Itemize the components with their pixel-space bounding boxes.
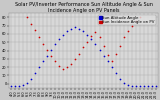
Point: [46, 49, 49, 50]
Point: [86, 34, 89, 36]
Point: [90, 36, 93, 37]
Point: [98, 36, 101, 38]
Point: [46, 55, 49, 56]
Point: [50, 49, 53, 50]
Point: [94, 43, 97, 45]
Point: [134, 86, 137, 87]
Point: [110, 66, 113, 68]
Point: [30, 78, 33, 80]
Point: [86, 42, 89, 43]
Point: [34, 72, 37, 74]
Point: [14, 86, 17, 87]
Point: [62, 68, 65, 70]
Point: [74, 26, 77, 28]
Point: [82, 31, 85, 32]
Point: [118, 45, 121, 46]
Point: [138, 86, 141, 87]
Point: [66, 66, 69, 68]
Point: [102, 55, 105, 56]
Point: [110, 60, 113, 61]
Point: [18, 86, 21, 87]
Point: [58, 38, 61, 40]
Point: [134, 20, 137, 21]
Point: [26, 82, 29, 84]
Point: [106, 61, 109, 62]
Point: [106, 54, 109, 56]
Point: [114, 53, 117, 55]
Point: [118, 78, 121, 80]
Point: [102, 45, 105, 46]
Point: [90, 38, 93, 40]
Point: [154, 86, 157, 87]
Point: [138, 16, 141, 18]
Point: [10, 86, 13, 87]
Point: [122, 82, 125, 84]
Point: [94, 32, 97, 33]
Point: [78, 28, 81, 30]
Point: [74, 58, 77, 60]
Point: [126, 30, 129, 31]
Point: [54, 43, 57, 45]
Point: [82, 46, 85, 48]
Title: Solar PV/Inverter Performance Sun Altitude Angle & Sun Incidence Angle on PV Pan: Solar PV/Inverter Performance Sun Altitu…: [15, 2, 152, 13]
Point: [22, 85, 25, 86]
Point: [130, 25, 133, 26]
Point: [142, 86, 145, 87]
Point: [126, 85, 129, 86]
Point: [54, 60, 57, 61]
Point: [114, 72, 117, 74]
Point: [30, 23, 33, 25]
Point: [70, 28, 73, 30]
Point: [26, 16, 29, 18]
Point: [66, 31, 69, 32]
Point: [150, 86, 153, 87]
Point: [70, 63, 73, 65]
Point: [50, 55, 53, 56]
Point: [146, 86, 149, 87]
Point: [38, 36, 41, 38]
Point: [42, 61, 45, 62]
Point: [98, 49, 101, 50]
Point: [130, 86, 133, 87]
Legend: Sun Altitude Angle, Sun Incidence Angle on PV: Sun Altitude Angle, Sun Incidence Angle …: [98, 15, 156, 25]
Point: [62, 34, 65, 36]
Point: [34, 29, 37, 31]
Point: [38, 66, 41, 68]
Point: [58, 65, 61, 66]
Point: [122, 36, 125, 38]
Point: [42, 43, 45, 45]
Point: [78, 53, 81, 55]
